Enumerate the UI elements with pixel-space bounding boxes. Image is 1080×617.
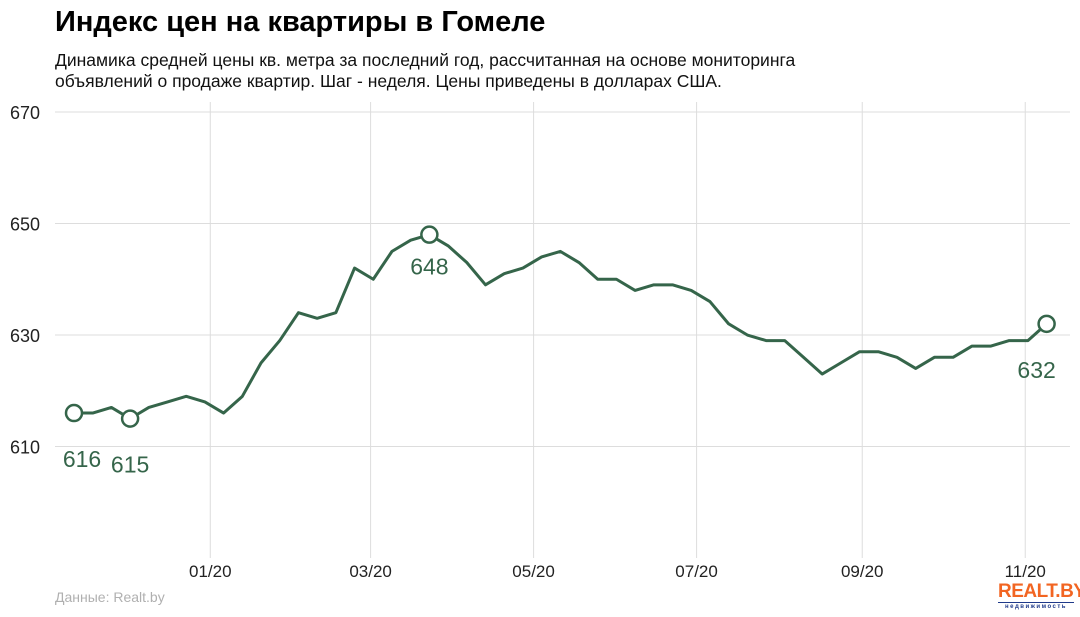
- data-label: 632: [1017, 357, 1055, 383]
- realt-logo: REALT.BY недвижимость: [998, 581, 1080, 612]
- data-label: 615: [111, 452, 149, 478]
- data-point-marker: [120, 409, 140, 428]
- y-tick-label: 630: [10, 326, 40, 346]
- logo-subtext: недвижимость: [998, 602, 1074, 612]
- chart-subtitle: Динамика средней цены кв. метра за после…: [55, 50, 955, 92]
- data-point-marker: [1037, 314, 1056, 334]
- y-tick-label: 670: [10, 103, 40, 123]
- x-tick-label: 03/20: [349, 562, 392, 581]
- data-source: Данные: Realt.by: [55, 589, 165, 605]
- price-line: [74, 233, 1048, 421]
- subtitle-line: объявлений о продаже квартир. Шаг - неде…: [55, 71, 722, 91]
- chart-title: Индекс цен на квартиры в Гомеле: [55, 6, 546, 38]
- x-tick-label: 07/20: [675, 562, 718, 581]
- data-point-marker: [420, 225, 439, 244]
- x-tick-label: 09/20: [841, 562, 884, 581]
- data-point-marker: [64, 403, 84, 423]
- subtitle-line: Динамика средней цены кв. метра за после…: [55, 50, 796, 70]
- x-tick-label: 01/20: [189, 562, 232, 581]
- x-tick-label: 11/20: [1005, 562, 1046, 581]
- data-label: 648: [410, 254, 448, 280]
- data-label: 616: [63, 446, 101, 472]
- y-tick-label: 650: [10, 215, 40, 235]
- logo-text: REALT.BY: [998, 581, 1080, 602]
- x-tick-label: 05/20: [512, 562, 555, 581]
- y-tick-label: 610: [10, 438, 40, 458]
